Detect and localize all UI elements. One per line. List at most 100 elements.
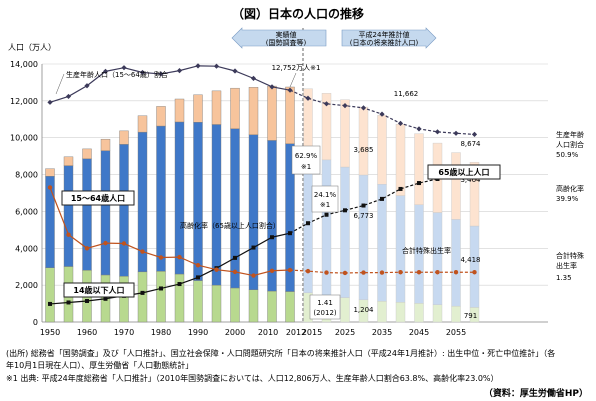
bar-elderly-2055	[451, 152, 461, 220]
label-peak-projection: 11,662	[394, 90, 419, 98]
label-tfr-2012: 1.41	[317, 299, 333, 307]
label-child-2030: 1,204	[353, 306, 374, 314]
bar-elderly-1985	[174, 98, 185, 123]
right-label-working-1: 生産年齢	[556, 130, 584, 139]
tfr-point-1975	[140, 249, 145, 254]
x-tick-label: 2045	[409, 328, 429, 337]
label-aging-2012: 24.1%	[314, 191, 337, 199]
tfr-point-2010	[269, 268, 275, 273]
working-ratio-point-1990	[195, 63, 201, 69]
bar-elderly-1955	[63, 156, 74, 166]
y-tick-label: 6,000	[15, 207, 38, 216]
working-ratio-point-2045	[416, 126, 422, 132]
projection-box-line2: (日本の将来推計人口)	[350, 38, 419, 47]
aging-rate-point-2012	[288, 231, 292, 236]
label-total-2012: 12,752万人※1	[272, 64, 321, 72]
aging-rate-point-1990	[196, 275, 200, 280]
x-tick-label: 1950	[40, 328, 60, 337]
aging-rate-point-2035	[380, 196, 384, 201]
bar-elderly-1980	[156, 106, 166, 127]
tfr-point-2030	[361, 270, 366, 275]
bar-working-1960	[82, 158, 92, 271]
tfr-point-2060	[472, 270, 477, 275]
annotation-elderly-population: 65歳以上人口	[438, 167, 489, 177]
bar-child-2005	[248, 289, 259, 323]
bar-child-1975	[137, 271, 148, 323]
bar-elderly-2005	[248, 87, 259, 135]
x-tick-label: 1990	[188, 328, 208, 337]
bar-working-1970	[119, 144, 129, 277]
bar-elderly-1960	[82, 148, 92, 160]
bar-elderly-1975	[137, 115, 148, 133]
y-axis-label: 人口（万人）	[8, 43, 56, 52]
bar-elderly-1995	[211, 90, 222, 125]
aging-rate-point-2045	[417, 181, 421, 186]
x-tick-label: 2015	[302, 328, 322, 337]
bar-child-2045	[414, 303, 424, 323]
label-child-2060: 791	[464, 312, 477, 320]
working-ratio-point-2035	[379, 111, 385, 117]
bar-elderly-2035	[377, 115, 387, 185]
label-total-2060: 8,674	[460, 140, 481, 148]
actual-box-line2: (国勢調査等)	[266, 38, 307, 47]
working-ratio-point-2040	[397, 120, 404, 126]
aging-rate-point-1985	[177, 282, 182, 287]
bar-working-1990	[193, 122, 203, 281]
label-working-2060: 4,418	[460, 256, 480, 264]
bar-elderly-1970	[119, 130, 129, 145]
bar-elderly-2045	[414, 133, 424, 205]
bar-elderly-1990	[193, 94, 203, 123]
label-tfr-2012-year: (2012)	[313, 309, 337, 317]
tfr-point-1955	[66, 232, 71, 237]
actual-arrow-box	[231, 27, 327, 49]
aging-rate-point-2030	[361, 203, 366, 208]
box-child-population	[63, 282, 135, 298]
bar-working-1980	[156, 125, 166, 272]
working-ratio-point-2025	[342, 103, 348, 109]
bar-working-1985	[174, 121, 185, 275]
y-tick-label: 4,000	[15, 244, 38, 253]
leader-total-2012	[289, 72, 297, 88]
box-working-ratio-2012	[291, 145, 321, 175]
source-note-line1: (出所) 総務省「国勢調査」及び「人口推計」、国立社会保障・人口問題研究所「日本…	[6, 349, 556, 358]
right-label-aging-2: 39.9%	[556, 195, 579, 203]
box-working-population	[61, 190, 135, 206]
bar-working-2030	[358, 174, 369, 301]
working-ratio-point-2030	[360, 105, 367, 111]
working-ratio-point-1975	[139, 69, 146, 76]
annotation-child-population: 14歳以下人口	[73, 285, 124, 295]
x-tick-label: 2035	[372, 328, 392, 337]
working-ratio-point-1970	[121, 65, 127, 71]
bar-child-2012	[285, 291, 295, 323]
label-working-ratio-2012-note: ※1	[301, 163, 311, 171]
bar-working-2050	[432, 212, 443, 305]
bar-child-2050	[432, 304, 443, 323]
working-ratio-point-1950	[47, 99, 53, 105]
bar-child-1950	[45, 267, 55, 323]
aging-rate-point-2005	[251, 245, 256, 250]
x-tick-label: 1960	[77, 328, 97, 337]
right-label-tfr-2: 出生率	[556, 261, 577, 270]
y-tick-label: 12,000	[10, 97, 38, 106]
x-tick-label: 2025	[335, 328, 355, 337]
tfr-point-1960	[84, 246, 90, 251]
right-label-tfr-1: 合計特殊	[556, 251, 584, 260]
right-label-working-3: 50.9%	[556, 151, 579, 159]
tfr-point-1970	[121, 241, 127, 246]
y-tick-label: 10,000	[10, 134, 38, 143]
label-working-ratio-2012: 62.9%	[295, 152, 318, 160]
label-aging-2012-note: ※1	[320, 201, 330, 209]
projection-arrow-box	[341, 27, 437, 49]
tfr-line-actual	[49, 187, 291, 277]
bar-elderly-1965	[100, 138, 111, 151]
x-tick-label: 2055	[446, 328, 466, 337]
working-ratio-point-1960	[84, 83, 90, 89]
footnote-1: ※1 出典: 平成24年度総務省「人口推計」（2010年国勢調査においては、人口…	[6, 374, 499, 383]
box-tfr-2012	[309, 294, 341, 320]
bar-working-2055	[451, 219, 461, 307]
annotation-working-population: 15～64歳人口	[71, 193, 125, 203]
working-ratio-point-2060	[471, 131, 478, 137]
working-ratio-point-1985	[176, 68, 183, 74]
annotation-aging-rate: 高齢化率（65歳以上人口割合）	[180, 221, 280, 230]
x-tick-label: 2010	[258, 328, 278, 337]
